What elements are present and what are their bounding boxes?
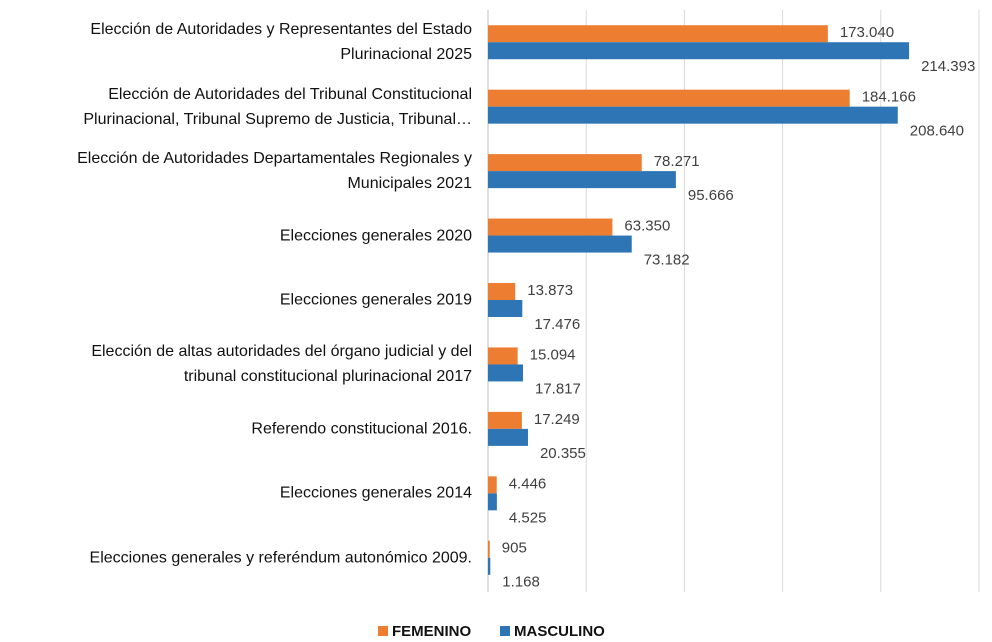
legend-swatch	[500, 626, 510, 636]
bar	[488, 300, 523, 317]
bar	[488, 347, 518, 365]
category-label: Referendo constitucional 2016.	[251, 420, 472, 438]
bar	[488, 235, 632, 253]
legend-label: FEMENINO	[392, 623, 472, 640]
category-label: Elección de Autoridades del Tribunal Con…	[83, 85, 472, 128]
legend-swatch	[378, 626, 388, 636]
data-label: 95.666	[688, 187, 734, 204]
bar	[488, 540, 490, 558]
category-label: Elecciones generales y referéndum autonó…	[89, 549, 472, 567]
category-label: Elecciones generales 2014	[279, 484, 472, 502]
category-label: Elección de altas autoridades del órgano…	[91, 343, 472, 386]
bar	[488, 171, 676, 189]
data-label: 4.525	[509, 509, 547, 526]
data-label: 17.476	[534, 316, 580, 333]
bar	[488, 411, 522, 429]
category-label: Elección de Autoridades y Representantes…	[90, 21, 472, 64]
data-label: 17.249	[534, 411, 580, 428]
category-label: Elecciones generales 2020	[279, 227, 472, 245]
data-label: 4.446	[509, 475, 547, 492]
data-label: 15.094	[530, 346, 576, 363]
data-label: 13.873	[527, 282, 573, 299]
category-label: Elecciones generales 2019	[279, 291, 472, 309]
bar	[488, 89, 850, 107]
data-label: 214.393	[921, 58, 975, 75]
data-label: 20.355	[540, 445, 586, 462]
bar	[488, 428, 528, 446]
data-label: 208.640	[910, 123, 964, 140]
bar	[488, 154, 642, 172]
bar	[488, 557, 491, 575]
category-label: Elección de Autoridades Departamentales …	[77, 150, 472, 193]
data-label: 17.817	[535, 380, 581, 397]
bar	[488, 283, 516, 300]
bar	[488, 25, 828, 43]
bar	[488, 42, 910, 60]
data-label: 73.182	[644, 252, 690, 269]
data-label: 184.166	[862, 89, 916, 106]
data-label: 1.168	[502, 574, 540, 591]
data-label: 173.040	[840, 24, 894, 41]
data-label: 63.350	[624, 218, 670, 235]
legend-label: MASCULINO	[514, 623, 605, 640]
bar	[488, 493, 497, 511]
bar	[488, 218, 613, 236]
data-label: 78.271	[654, 153, 700, 170]
data-label: 905	[502, 540, 527, 557]
bar	[488, 106, 898, 124]
bar	[488, 476, 497, 494]
bar	[488, 364, 523, 382]
